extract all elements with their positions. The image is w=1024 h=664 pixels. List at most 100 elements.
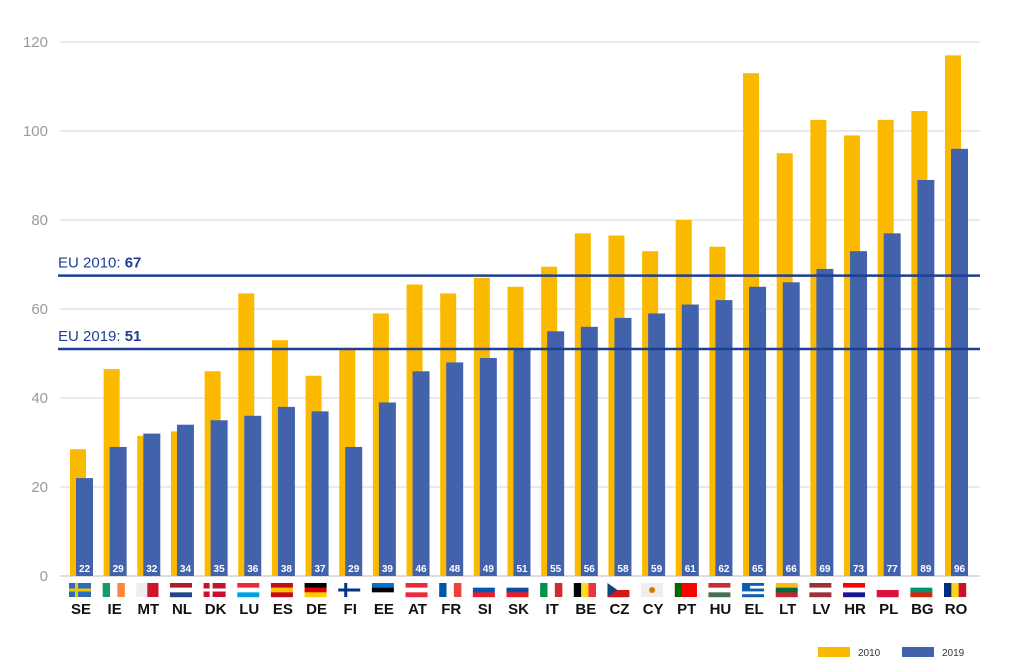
bar-2019 — [951, 148, 968, 577]
flag-fi-icon — [338, 583, 361, 597]
data-label-2019: 73 — [853, 564, 865, 575]
data-label-2019: 62 — [718, 564, 730, 575]
y-tick-label: 0 — [40, 568, 48, 585]
data-label-2019: 39 — [382, 564, 394, 575]
bar-group-ro: 96 RO — [944, 55, 968, 618]
legend-label: 2010 — [858, 648, 881, 659]
bar-group-es: 38 ES — [270, 340, 295, 618]
bar-2019 — [648, 313, 666, 576]
bar-group-sk: 51 SK — [506, 286, 531, 618]
country-label: FI — [344, 601, 357, 618]
flag-fr-icon — [439, 583, 462, 597]
country-label: IT — [545, 601, 558, 618]
bar-group-cz: 58 CZ — [607, 235, 632, 618]
flag-si-icon — [472, 583, 495, 598]
bar-2019 — [244, 415, 262, 576]
bar-2019 — [446, 362, 464, 576]
bar-group-hu: 62 HU — [708, 246, 733, 618]
reference-value: 51 — [125, 328, 142, 345]
bar-2019 — [378, 402, 396, 576]
bar-2019 — [850, 251, 868, 576]
country-label: SK — [508, 601, 529, 618]
bar-2019 — [311, 411, 329, 576]
country-label: LV — [812, 601, 830, 618]
bar-group-ie: 29 IE — [102, 369, 127, 618]
bar-group-mt: 32 MT — [136, 433, 161, 618]
flag-cy-icon — [641, 583, 664, 598]
flag-sk-icon — [506, 583, 529, 598]
bar-group-ee: 39 EE — [371, 313, 396, 618]
flag-hu-icon — [708, 583, 731, 598]
bar-group-de: 37 DE — [304, 375, 329, 618]
data-label-2019: 48 — [449, 564, 461, 575]
country-label: MT — [137, 601, 159, 618]
data-label-2019: 61 — [685, 564, 697, 575]
reference-line-label: EU 2010: 67 — [58, 255, 141, 272]
bar-group-el: 65 EL — [742, 73, 767, 618]
country-label: DE — [306, 601, 327, 618]
flag-ie-icon — [102, 583, 125, 597]
flag-dk-icon — [203, 583, 226, 597]
data-label-2019: 37 — [315, 564, 327, 575]
data-label-2019: 77 — [887, 564, 899, 575]
flag-cz-icon — [607, 583, 630, 598]
flag-at-icon — [405, 583, 428, 598]
data-label-2019: 59 — [651, 564, 663, 575]
flag-el-icon — [742, 583, 765, 598]
bar-2019 — [681, 304, 699, 576]
country-label: NL — [172, 601, 192, 618]
bar-2019 — [412, 371, 430, 576]
bar-group-dk: 35 DK — [203, 371, 228, 618]
data-label-2019: 29 — [113, 564, 125, 575]
bar-group-se: 22 SE — [69, 449, 93, 618]
country-label: LU — [239, 601, 259, 618]
data-label-2019: 69 — [819, 564, 831, 575]
country-label: AT — [408, 601, 427, 618]
bar-group-at: 46 AT — [405, 284, 430, 618]
y-tick-label: 80 — [31, 212, 48, 229]
bar-2019 — [816, 268, 834, 576]
y-tick-label: 100 — [23, 123, 48, 140]
y-tick-label: 120 — [23, 34, 48, 51]
bar-group-fr: 48 FR — [439, 293, 464, 618]
bar-group-si: 49 SI — [472, 277, 497, 618]
flag-ee-icon — [371, 583, 394, 598]
flag-hr-icon — [843, 583, 866, 598]
data-label-2019: 89 — [920, 564, 932, 575]
reference-value: 67 — [125, 255, 142, 272]
bar-2019 — [345, 446, 363, 576]
country-label: HU — [710, 601, 732, 618]
bar-2019 — [715, 300, 733, 576]
country-label: BE — [575, 601, 596, 618]
data-label-2019: 56 — [584, 564, 596, 575]
flag-se-icon — [69, 583, 91, 597]
country-label: CZ — [609, 601, 629, 618]
data-label-2019: 35 — [214, 564, 226, 575]
bar-2019 — [76, 478, 93, 576]
bar-group-pl: 77 PL — [876, 119, 901, 618]
flag-de-icon — [304, 583, 327, 598]
bar-2019 — [479, 357, 497, 576]
bar-2019 — [143, 433, 161, 576]
country-label: ES — [273, 601, 293, 618]
flag-mt-icon — [136, 583, 159, 597]
bar-2019 — [109, 446, 127, 576]
bar-group-be: 56 BE — [573, 233, 598, 618]
country-label: RO — [945, 601, 968, 618]
bar-group-lu: 36 LU — [237, 293, 262, 618]
bar-2019 — [749, 286, 767, 576]
bar-group-lt: 66 LT — [775, 153, 800, 618]
bar-2019 — [210, 420, 228, 576]
data-label-2019: 46 — [415, 564, 427, 575]
bar-2019 — [277, 406, 295, 576]
bar-group-lv: 69 LV — [809, 119, 834, 618]
flag-nl-icon — [169, 583, 192, 598]
data-label-2019: 49 — [483, 564, 495, 575]
bar-2019 — [176, 424, 194, 576]
bar-2019 — [917, 179, 935, 576]
legend: 2010 2019 — [818, 647, 965, 659]
bar-group-pt: 61 PT — [674, 220, 699, 618]
legend-swatch-2010 — [818, 647, 850, 657]
country-label: PT — [677, 601, 696, 618]
country-label: PL — [879, 601, 898, 618]
